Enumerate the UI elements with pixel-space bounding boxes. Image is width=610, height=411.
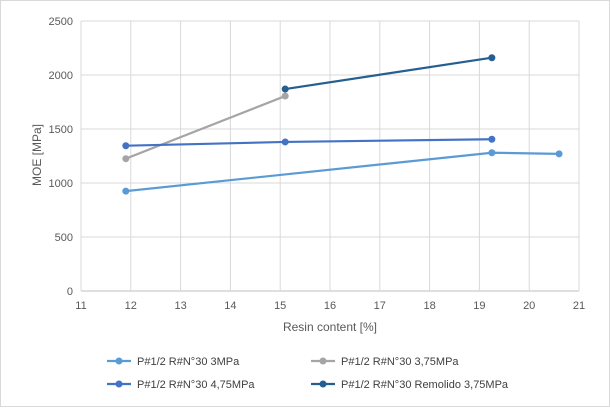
- y-tick-label: 1500: [49, 124, 73, 136]
- data-point: [281, 92, 289, 100]
- legend-label: P#1/2 R#N°30 Remolido 3,75MPa: [341, 379, 509, 391]
- series-line: [125, 95, 286, 160]
- y-tick-label: 1000: [49, 178, 73, 190]
- legend-label: P#1/2 R#N°30 3,75MPa: [341, 356, 459, 368]
- x-tick-label: 12: [125, 300, 137, 312]
- series-group: [122, 54, 563, 195]
- x-axis-title: Resin content [%]: [283, 320, 377, 334]
- legend-item: P#1/2 R#N°30 3,75MPa: [311, 356, 459, 368]
- legend-swatch-marker: [115, 357, 123, 365]
- series-4: [281, 54, 496, 93]
- y-tick-label: 0: [67, 286, 73, 298]
- x-axis-ticks: 11 12 13 14 15 16 17 18 19 20 21: [75, 300, 585, 312]
- legend-item: P#1/2 R#N°30 3MPa: [107, 356, 240, 368]
- y-axis-title: MOE [MPa]: [30, 124, 44, 186]
- series-line: [285, 56, 493, 91]
- y-tick-label: 2500: [49, 16, 73, 28]
- data-point: [122, 187, 130, 195]
- data-point: [488, 135, 496, 143]
- legend-label: P#1/2 R#N°30 4,75MPa: [137, 379, 255, 391]
- data-point: [281, 138, 289, 146]
- y-tick-label: 2000: [49, 70, 73, 82]
- legend-item: P#1/2 R#N°30 4,75MPa: [107, 379, 255, 391]
- series-3: [122, 135, 496, 150]
- data-point: [122, 142, 130, 150]
- x-tick-label: 19: [473, 300, 485, 312]
- x-tick-label: 21: [573, 300, 585, 312]
- x-tick-label: 16: [324, 300, 336, 312]
- gridlines: [80, 20, 580, 292]
- x-tick-label: 17: [374, 300, 386, 312]
- data-point: [488, 149, 496, 157]
- x-tick-label: 11: [75, 300, 86, 312]
- data-point: [555, 150, 563, 158]
- legend: P#1/2 R#N°30 3MPa P#1/2 R#N°30 3,75MPa P#1…: [107, 356, 509, 391]
- legend-swatch-marker: [115, 380, 123, 388]
- data-point: [122, 155, 130, 163]
- legend-item: P#1/2 R#N°30 Remolido 3,75MPa: [311, 379, 509, 391]
- series-2: [122, 92, 289, 163]
- y-tick-label: 500: [55, 232, 73, 244]
- data-point: [281, 85, 289, 93]
- x-tick-label: 20: [523, 300, 535, 312]
- data-point: [488, 54, 496, 62]
- legend-swatch-marker: [319, 357, 327, 365]
- x-tick-label: 14: [224, 300, 236, 312]
- y-axis-ticks: 0 500 1000 1500 2000 2500: [49, 16, 73, 298]
- series-1: [122, 149, 563, 195]
- series-line: [125, 151, 560, 193]
- legend-swatch-marker: [319, 380, 327, 388]
- x-tick-label: 13: [174, 300, 186, 312]
- legend-label: P#1/2 R#N°30 3MPa: [137, 356, 240, 368]
- x-tick-label: 18: [423, 300, 435, 312]
- x-tick-label: 15: [274, 300, 286, 312]
